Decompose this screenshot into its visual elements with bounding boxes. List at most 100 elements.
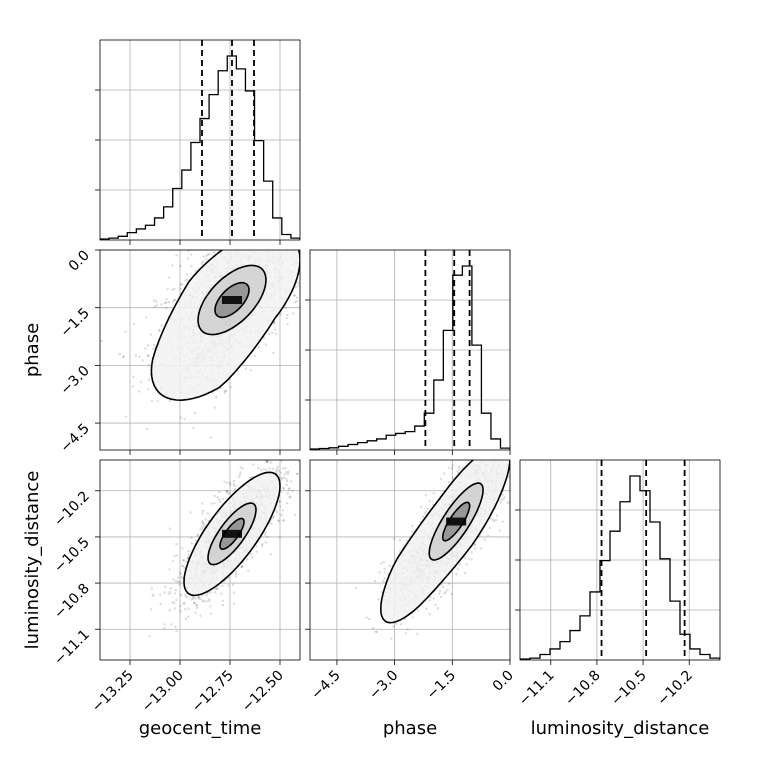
- sample-point: [189, 253, 193, 256]
- sample-point: [484, 441, 486, 443]
- sample-point: [536, 417, 538, 419]
- sample-point: [526, 413, 528, 415]
- sample-point: [458, 563, 461, 566]
- sample-point: [315, 329, 317, 331]
- sample-point: [268, 237, 270, 239]
- sample-point: [202, 525, 206, 528]
- sample-point: [194, 597, 197, 600]
- sample-point: [264, 451, 266, 453]
- sample-point: [274, 228, 276, 230]
- sample-point: [181, 577, 184, 580]
- sample-point: [195, 604, 199, 607]
- sample-point: [504, 444, 506, 446]
- sample-point: [209, 605, 212, 608]
- sample-point: [184, 617, 188, 621]
- sample-point: [287, 488, 291, 491]
- sample-point: [428, 598, 431, 602]
- sample-point: [306, 256, 308, 258]
- sample-point: [132, 322, 136, 326]
- sample-point: [171, 288, 174, 292]
- sample-point: [198, 597, 201, 600]
- sample-point: [273, 328, 277, 331]
- sample-point: [287, 220, 289, 222]
- sample-point: [138, 390, 141, 393]
- sample-point: [274, 243, 276, 245]
- xaxis-label-phase: phase: [383, 718, 437, 739]
- ytick-label: −3.0: [57, 363, 92, 398]
- sample-point: [532, 435, 534, 437]
- sample-point: [232, 479, 236, 483]
- sample-point: [239, 246, 241, 248]
- sample-point: [365, 616, 368, 619]
- sample-point: [493, 451, 495, 453]
- sample-point: [514, 469, 516, 471]
- sample-point: [311, 281, 313, 283]
- sample-point: [319, 257, 321, 259]
- sample-point: [179, 416, 183, 419]
- sample-point: [515, 397, 517, 399]
- sample-point: [283, 205, 285, 207]
- sample-point: [501, 520, 504, 523]
- sample-point: [292, 192, 294, 194]
- sample-point: [501, 493, 504, 496]
- ytick-label: −11.1: [51, 627, 93, 669]
- sample-point: [160, 324, 163, 327]
- sample-point: [303, 486, 305, 488]
- sample-point: [497, 443, 499, 445]
- panel-geocent_time-geocent_time: [95, 39, 301, 245]
- sample-point: [257, 345, 260, 349]
- sample-point: [300, 465, 302, 467]
- sample-point: [232, 482, 236, 486]
- sample-point: [165, 301, 168, 304]
- sample-point: [507, 457, 509, 459]
- sample-point: [282, 487, 285, 491]
- sample-point: [429, 596, 432, 599]
- sample-point: [276, 465, 280, 468]
- sample-point: [175, 554, 179, 557]
- sample-point: [190, 542, 194, 545]
- sample-point: [382, 560, 385, 564]
- sample-point: [450, 467, 454, 470]
- sample-point: [179, 604, 182, 608]
- sample-point: [186, 257, 190, 260]
- sample-point: [240, 565, 244, 568]
- sample-point: [278, 500, 281, 504]
- sample-point: [373, 579, 377, 583]
- sample-point: [266, 210, 268, 212]
- sample-point: [332, 261, 334, 263]
- panel-luminosity_distance-luminosity_distance: [515, 459, 721, 665]
- sample-point: [275, 247, 277, 249]
- sample-point: [179, 572, 183, 576]
- sample-point: [302, 231, 304, 233]
- sample-point: [232, 591, 236, 594]
- sample-point: [217, 244, 219, 246]
- sample-point: [490, 454, 492, 456]
- sample-point: [201, 522, 204, 525]
- sample-point: [301, 249, 303, 251]
- sample-point: [470, 558, 473, 561]
- sample-point: [183, 417, 186, 421]
- sample-point: [165, 298, 168, 301]
- sample-point: [510, 463, 512, 465]
- sample-point: [270, 522, 273, 526]
- sample-point: [494, 436, 496, 438]
- sample-point: [276, 519, 280, 522]
- sample-point: [488, 526, 492, 530]
- sample-point: [281, 447, 283, 449]
- xtick-label: −1.5: [424, 668, 459, 703]
- sample-point: [284, 225, 286, 227]
- sample-point: [271, 516, 275, 520]
- sample-point: [240, 244, 242, 246]
- sample-point: [293, 294, 296, 298]
- sample-point: [262, 468, 266, 471]
- sample-point: [180, 283, 184, 286]
- sample-point: [152, 343, 156, 346]
- sample-point: [196, 534, 199, 537]
- sample-point: [448, 582, 451, 585]
- sample-point: [281, 476, 284, 480]
- sample-point: [285, 237, 287, 239]
- sample-point: [494, 518, 498, 522]
- sample-point: [458, 465, 461, 468]
- sample-point: [100, 339, 104, 343]
- sample-point: [264, 531, 267, 534]
